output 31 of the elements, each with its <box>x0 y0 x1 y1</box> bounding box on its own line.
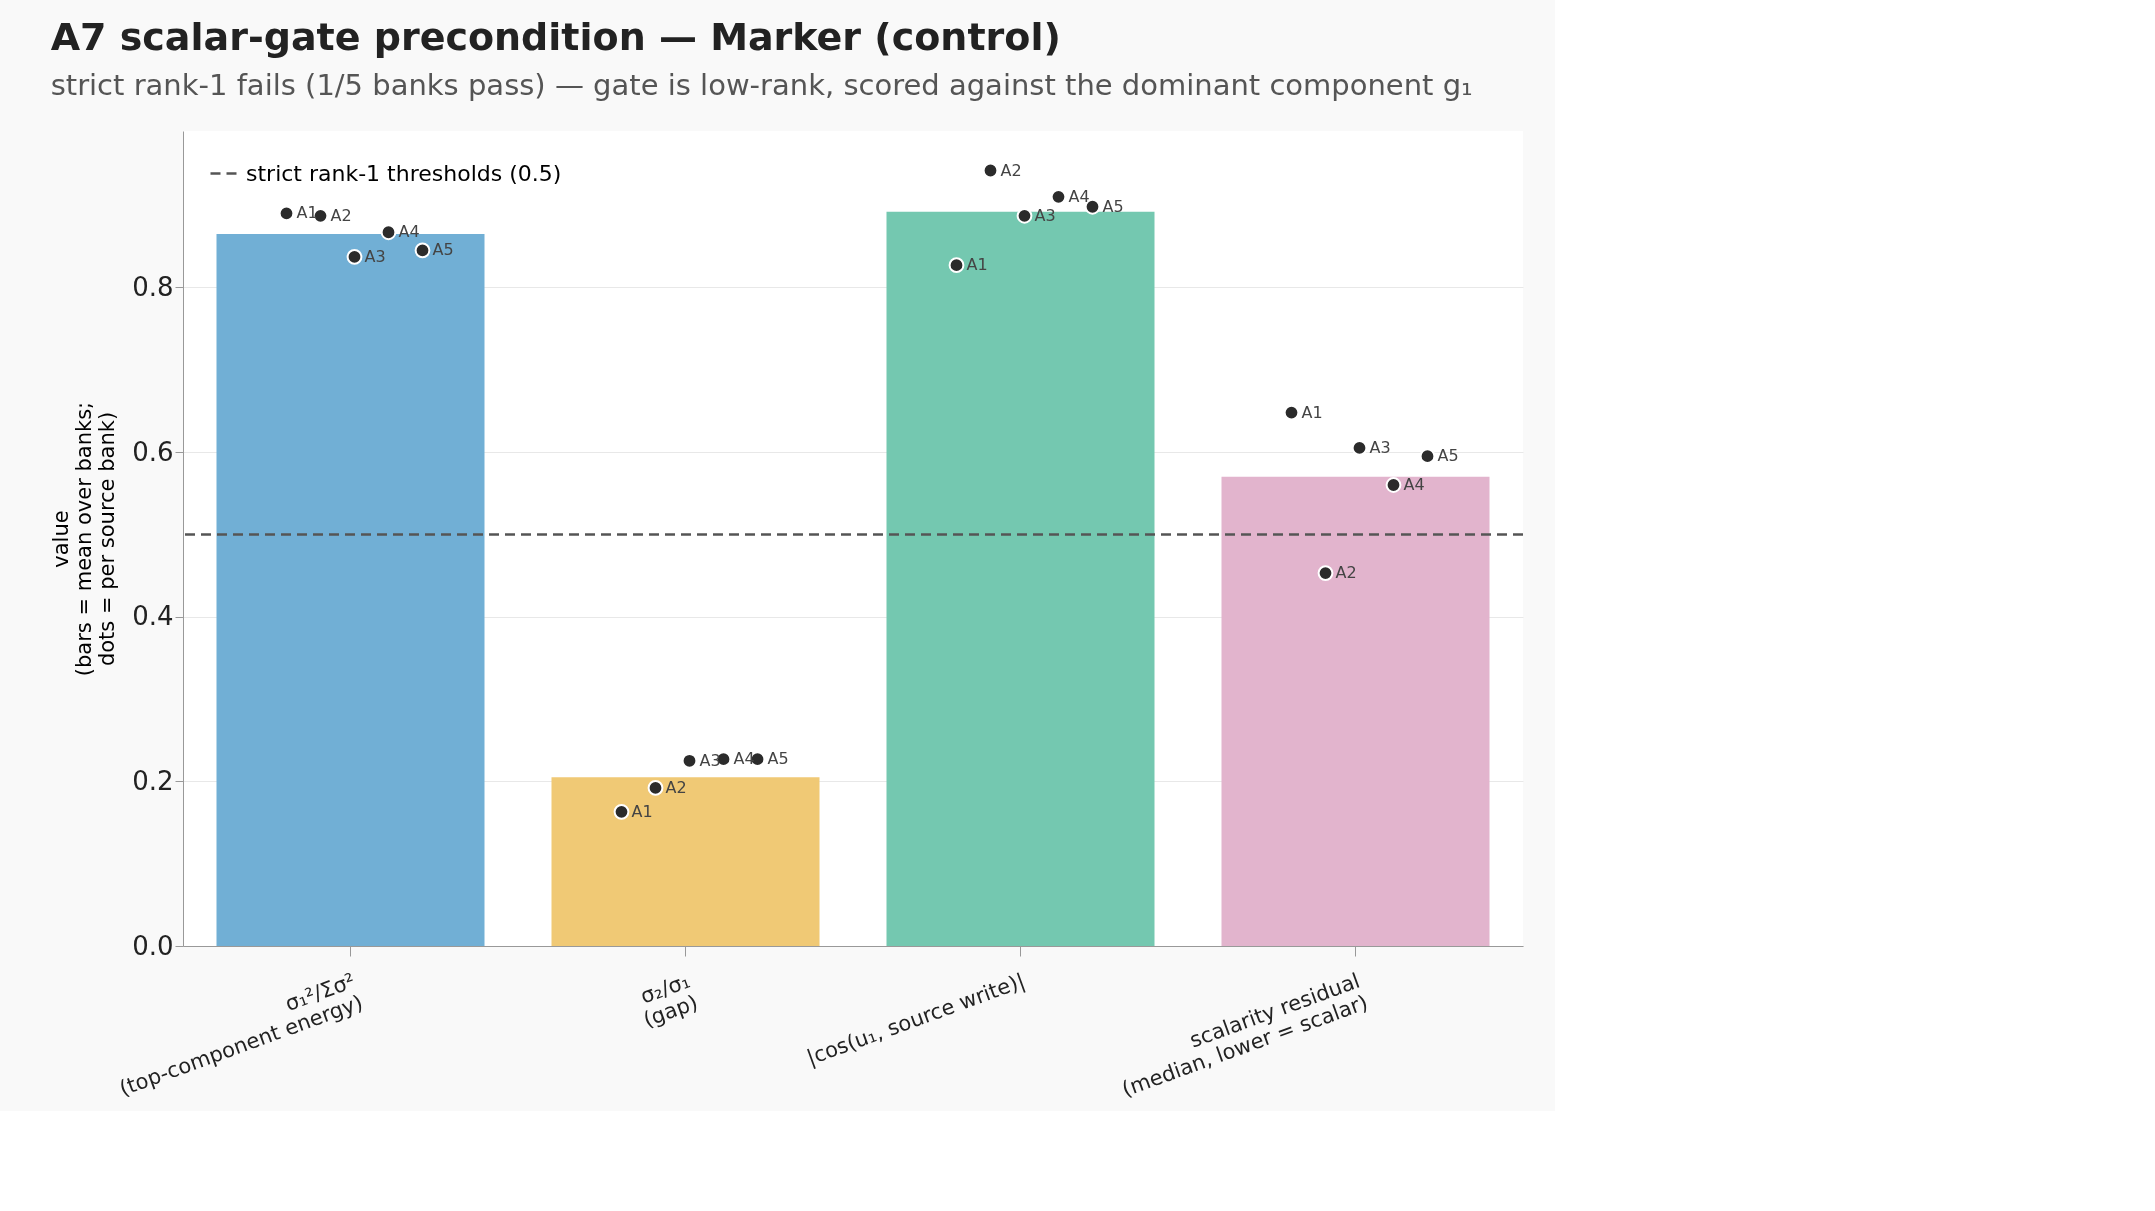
text: A2 <box>665 777 687 797</box>
text: A1 <box>631 801 653 821</box>
text: A5 <box>432 240 454 260</box>
y-axis-title: value (bars = mean over banks; dots = per source bank) <box>49 401 120 677</box>
text: A2 <box>1000 160 1022 180</box>
x-tick-label: σ₂/σ₁ (gap) <box>637 968 701 1032</box>
series-label: A5 <box>1102 196 1124 216</box>
chart-subtitle: strict rank-1 fails (1/5 banks pass) — gate is low-rank, scored against the dominant component g₁ <box>50 68 1473 102</box>
series-label: A2 <box>1335 563 1357 583</box>
chart-title: A7 scalar-gate precondition — Marker (control) <box>50 15 1061 59</box>
text: A1 <box>296 203 318 223</box>
text: A3 <box>1369 437 1391 457</box>
series-label: A1 <box>1301 402 1323 422</box>
y-tick-label: 0.0 <box>132 930 174 961</box>
text: A5 <box>767 749 789 769</box>
bar <box>551 777 820 946</box>
y-tick-label: 0.2 <box>132 765 174 796</box>
text: A3 <box>364 246 386 266</box>
y-tick-label: 0.6 <box>132 436 174 467</box>
series-label: A3 <box>1034 205 1056 225</box>
text: A3 <box>699 750 721 770</box>
y-tick-label: 0.4 <box>132 601 174 632</box>
legend-label: strict rank-1 thresholds (0.5) <box>246 160 562 186</box>
text: A4 <box>1403 474 1425 494</box>
text: A1 <box>966 255 988 275</box>
y-tick-label: 0.8 <box>132 271 174 302</box>
bar <box>1221 476 1490 946</box>
text: A2 <box>330 205 352 225</box>
series-label: A4 <box>1068 186 1090 206</box>
bar <box>886 211 1155 946</box>
text: A5 <box>1437 446 1459 466</box>
